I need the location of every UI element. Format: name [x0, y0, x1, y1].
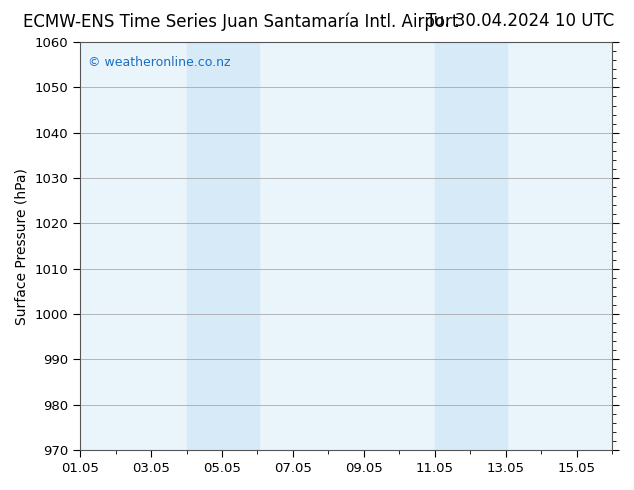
Text: Tu. 30.04.2024 10 UTC: Tu. 30.04.2024 10 UTC [426, 12, 614, 30]
Bar [186, 42, 259, 450]
Y-axis label: Surface Pressure (hPa): Surface Pressure (hPa) [15, 168, 29, 324]
Bar [435, 42, 507, 450]
Text: ECMW-ENS Time Series Juan Santamaría Intl. Airport: ECMW-ENS Time Series Juan Santamaría Int… [23, 12, 458, 31]
Text: © weatheronline.co.nz: © weatheronline.co.nz [88, 56, 231, 70]
